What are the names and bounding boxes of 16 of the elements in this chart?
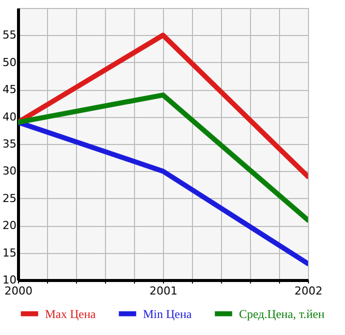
y-tick-label: 30 [2,164,16,178]
legend-label: Max Цена [45,306,96,321]
y-tick-label: 35 [2,138,16,150]
y-tick-label: 40 [2,110,16,124]
legend-label: Min Цена [143,306,192,321]
y-tick-label: 45 [2,83,16,96]
x-tick-label: 2001 [150,284,178,298]
y-tick-label: 50 [2,56,16,69]
y-tick-label: 25 [2,192,16,205]
x-tick-label: 2000 [4,284,32,298]
y-tick-label: 20 [2,219,16,232]
x-tick-label: 2002 [294,284,322,298]
y-tick-label: 15 [2,246,16,260]
y-tick-label: 10 [2,274,16,286]
y-tick-label: 55 [2,28,16,42]
legend-label: Сред.Цена, т.йен [239,306,326,321]
